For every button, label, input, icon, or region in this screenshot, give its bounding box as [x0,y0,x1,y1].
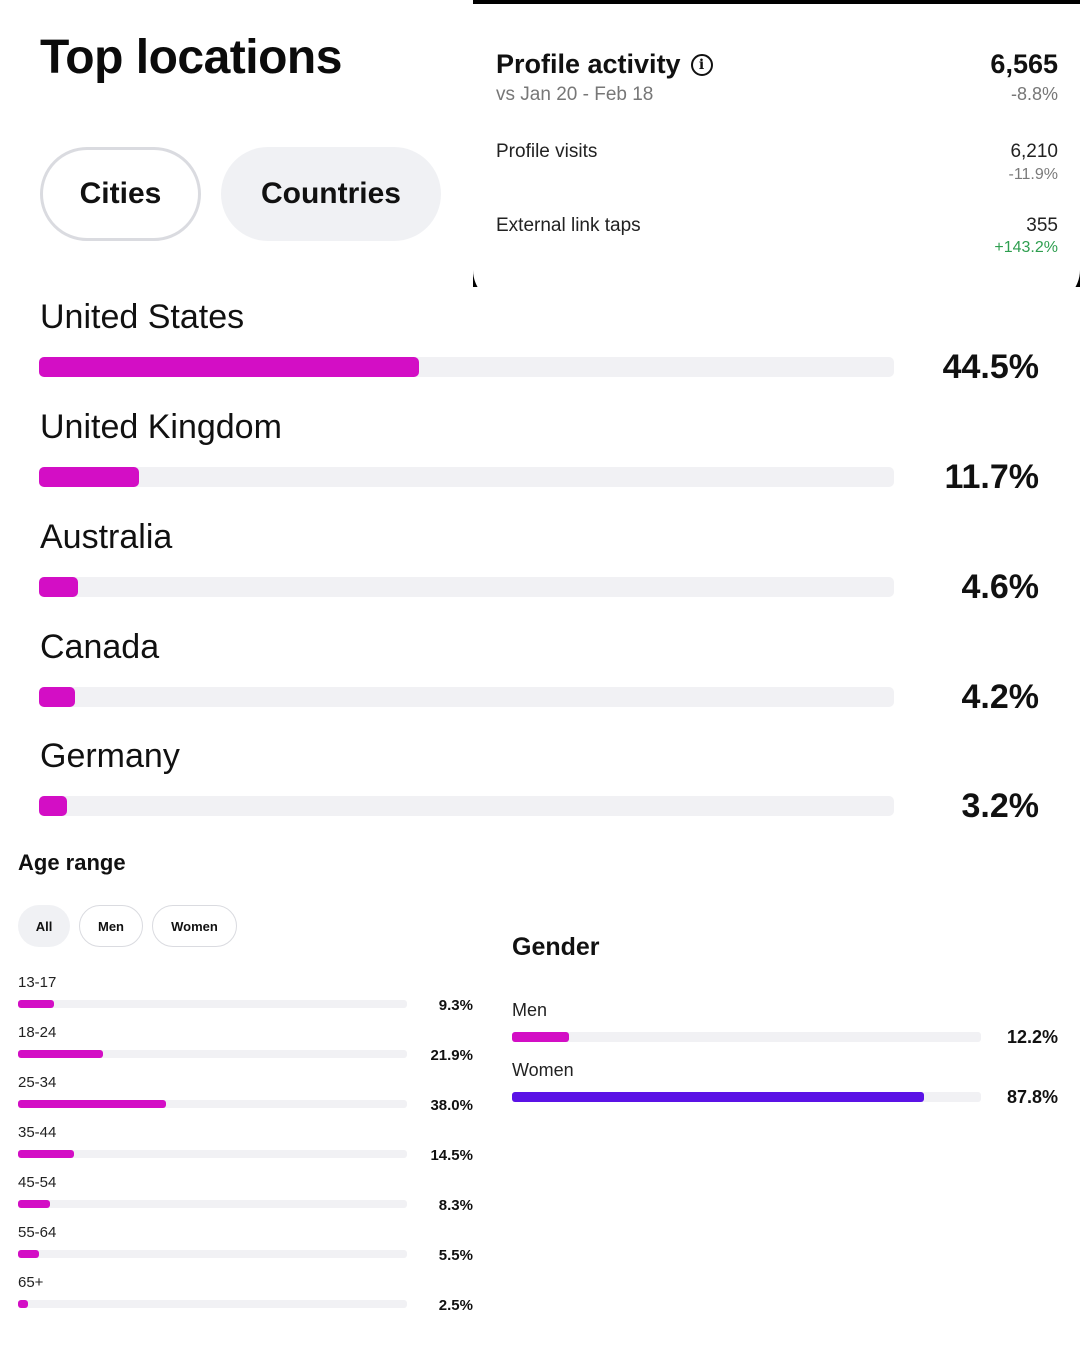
age-filter-all[interactable]: All [18,905,70,947]
age-filter-all-label: All [35,918,53,934]
country-bar-fill [39,687,75,707]
age-bar-track [18,1000,407,1008]
country-bar-track [39,687,894,707]
gender-percent: 12.2% [1006,1027,1058,1047]
profile-visits-value: 6,210 [1010,141,1058,162]
gender-bar-fill [512,1092,924,1102]
age-bar-fill [18,1250,40,1258]
gender-label: Men [512,1000,548,1020]
country-percent: 44.5% [942,348,1039,386]
tab-cities-label: Cities [79,177,162,210]
profile-activity-card: Profile activity i vs Jan 20 - Feb 18 6,… [473,0,1080,287]
age-filter-women[interactable]: Women [152,905,237,947]
country-percent: 4.6% [961,568,1040,606]
gender-bar-fill [512,1032,570,1042]
age-bar-fill [18,1000,55,1008]
age-filter-men-label: Men [98,918,124,934]
country-bar-fill [39,467,140,487]
info-circle-icon[interactable]: i [690,53,713,76]
age-bar-track [18,1250,407,1258]
age-percent: 8.3% [438,1197,473,1214]
tab-countries-label: Countries [260,177,401,210]
external-link-taps-value: 355 [1026,215,1058,236]
age-filter-women-label: Women [171,918,218,934]
country-bar-track [39,577,894,597]
age-label: 65+ [18,1274,44,1291]
country-percent: 4.2% [961,678,1040,716]
profile-activity-panel: Profile activity i vs Jan 20 - Feb 18 6,… [473,4,1080,287]
age-label: 35-44 [18,1124,57,1141]
age-label: 25-34 [18,1074,57,1091]
profile-activity-title: Profile activity [496,49,681,79]
age-bar-track [18,1050,407,1058]
profile-activity-header: Profile activity i [496,49,713,80]
country-name: Germany [40,737,180,775]
country-name: United States [40,298,245,336]
age-label: 18-24 [18,1024,57,1041]
gender-title: Gender [512,933,600,961]
gender-label: Women [512,1060,574,1080]
age-percent: 2.5% [438,1297,473,1314]
age-bar-fill [18,1150,75,1158]
country-bar-fill [39,357,420,377]
country-bar-fill [39,796,67,816]
age-percent: 5.5% [438,1247,473,1264]
profile-visits-label: Profile visits [496,141,598,162]
age-percent: 9.3% [438,997,473,1014]
country-bar-track [39,796,894,816]
age-percent: 21.9% [430,1047,473,1064]
profile-visits-change: -11.9% [1008,166,1058,183]
external-link-taps-label: External link taps [496,215,641,236]
age-filter-men[interactable]: Men [79,905,143,947]
top-locations-title: Top locations [40,31,342,84]
age-bar-fill [18,1300,28,1308]
age-range-title: Age range [18,850,126,875]
age-bar-track [18,1150,407,1158]
country-bar-track [39,357,894,377]
age-bar-track [18,1100,407,1108]
age-bar-track [18,1300,407,1308]
age-bar-fill [18,1200,51,1208]
tab-countries[interactable]: Countries [221,147,441,241]
external-link-taps-change: +143.2% [994,239,1058,256]
age-bar-track [18,1200,407,1208]
profile-activity-total-change: -8.8% [1010,84,1058,104]
age-label: 13-17 [18,974,57,991]
tab-cities[interactable]: Cities [40,147,201,241]
country-percent: 3.2% [961,787,1040,825]
gender-percent: 87.8% [1006,1087,1058,1107]
age-percent: 14.5% [430,1147,473,1164]
age-bar-fill [18,1100,166,1108]
country-name: United Kingdom [40,408,282,446]
country-bar-track [39,467,894,487]
age-label: 45-54 [18,1174,57,1191]
country-bar-fill [39,577,79,597]
country-percent: 11.7% [944,458,1039,496]
age-bar-fill [18,1050,104,1058]
gender-bar-track [512,1032,981,1042]
country-name: Canada [40,628,160,666]
age-percent: 38.0% [430,1097,473,1114]
age-label: 55-64 [18,1224,57,1241]
profile-activity-date-range: vs Jan 20 - Feb 18 [496,84,654,105]
gender-bar-track [512,1092,981,1102]
profile-activity-total: 6,565 [990,49,1058,79]
country-name: Australia [40,518,173,556]
